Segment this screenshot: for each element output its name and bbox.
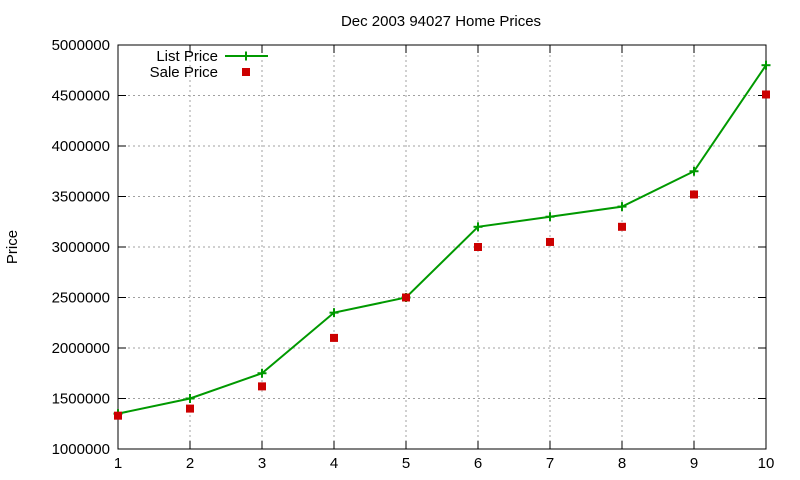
y-tick-label: 4000000 bbox=[52, 138, 110, 155]
y-tick-label: 2500000 bbox=[52, 290, 110, 307]
x-tick-label: 10 bbox=[758, 455, 775, 472]
x-tick-label: 3 bbox=[258, 455, 266, 472]
legend-sample-sale-price bbox=[242, 68, 250, 76]
y-tick-label: 3500000 bbox=[52, 189, 110, 206]
data-point-list-price bbox=[329, 308, 339, 318]
y-tick-label: 3000000 bbox=[52, 239, 110, 256]
data-point-sale-price bbox=[114, 411, 122, 420]
data-point-sale-price bbox=[474, 243, 482, 251]
series-sale-price bbox=[114, 90, 770, 420]
legend-marker bbox=[241, 51, 251, 61]
data-point-sale-price bbox=[330, 333, 338, 342]
data-point-list-price bbox=[473, 222, 483, 232]
data-point-sale-price bbox=[690, 190, 698, 199]
chart-title: Dec 2003 94027 Home Prices bbox=[341, 13, 541, 30]
x-tick-label: 5 bbox=[402, 455, 410, 472]
data-series bbox=[113, 60, 771, 420]
y-tick-label: 2000000 bbox=[52, 340, 110, 357]
y-tick-label: 1500000 bbox=[52, 391, 110, 408]
legend-marker bbox=[242, 68, 250, 76]
data-point-list-price bbox=[185, 394, 195, 403]
legend: List Price Sale Price bbox=[150, 48, 268, 81]
data-point-list-price bbox=[761, 60, 771, 70]
legend-label-list-price: List Price bbox=[156, 48, 218, 65]
data-point-list-price bbox=[257, 368, 267, 378]
axis-ticks: 1000000150000020000002500000300000035000… bbox=[52, 37, 775, 472]
legend-sample-list-price bbox=[225, 51, 268, 61]
y-axis-label: Price bbox=[4, 230, 21, 264]
x-tick-label: 9 bbox=[690, 455, 698, 472]
legend-label-sale-price: Sale Price bbox=[150, 64, 218, 81]
data-point-sale-price bbox=[618, 222, 626, 231]
data-point-list-price bbox=[617, 202, 627, 212]
series-line-list-price bbox=[117, 64, 767, 415]
data-point-list-price bbox=[689, 166, 699, 176]
data-point-sale-price bbox=[186, 404, 194, 413]
x-tick-label: 1 bbox=[114, 455, 122, 472]
data-point-sale-price bbox=[762, 90, 770, 99]
series-list-price bbox=[113, 60, 771, 419]
x-tick-label: 7 bbox=[546, 455, 554, 472]
x-tick-label: 8 bbox=[618, 455, 626, 472]
grid-lines bbox=[118, 45, 766, 449]
data-point-list-price bbox=[545, 212, 555, 222]
y-tick-label: 1000000 bbox=[52, 441, 110, 458]
x-tick-label: 4 bbox=[330, 455, 338, 472]
x-tick-label: 2 bbox=[186, 455, 194, 472]
y-tick-label: 4500000 bbox=[52, 88, 110, 105]
data-point-sale-price bbox=[258, 382, 266, 391]
x-tick-label: 6 bbox=[474, 455, 482, 472]
y-tick-label: 5000000 bbox=[52, 37, 110, 54]
data-point-sale-price bbox=[402, 293, 410, 302]
data-point-sale-price bbox=[546, 237, 554, 246]
